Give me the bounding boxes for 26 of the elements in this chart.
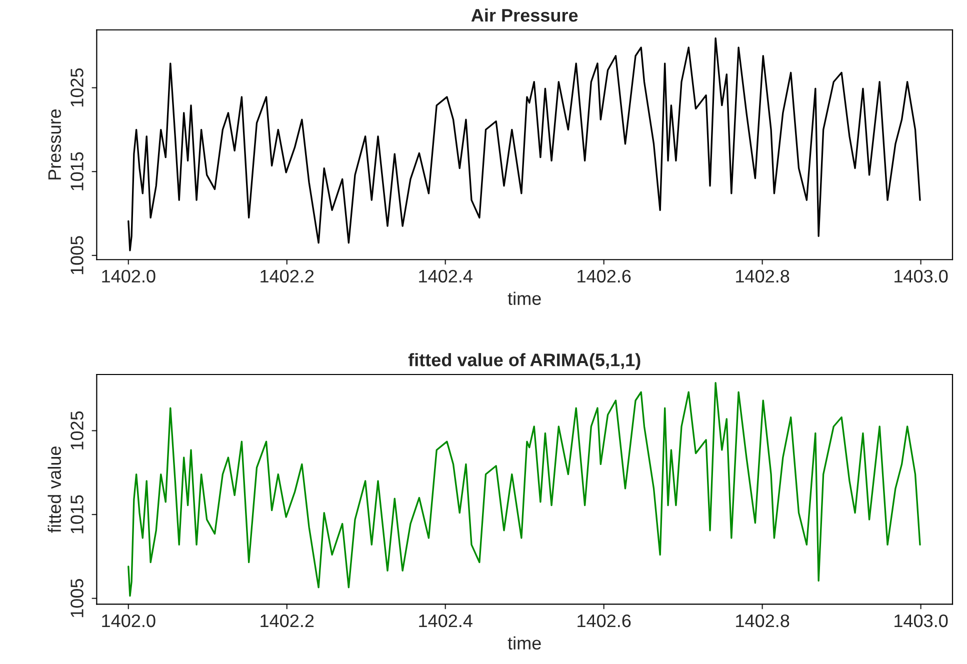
chart-title: fitted value of ARIMA(5,1,1) xyxy=(408,353,640,370)
y-tick-label: 1015 xyxy=(70,495,84,534)
line-series xyxy=(128,382,921,597)
y-tick-label: 1025 xyxy=(70,68,84,106)
x-tick-label: 1402.4 xyxy=(419,270,472,283)
x-tick-label: 1402.6 xyxy=(578,614,631,628)
chart-title: Air Pressure xyxy=(471,8,578,22)
y-tick-label: 1015 xyxy=(70,152,84,190)
y-axis-title: Pressure xyxy=(48,109,62,180)
x-axis-title: time xyxy=(508,636,541,650)
line-series xyxy=(128,37,921,252)
y-axis-title: fitted value xyxy=(48,446,62,533)
x-tick-label: 1402.0 xyxy=(102,614,156,628)
y-tick-label: 1025 xyxy=(70,411,84,450)
y-tick-label: 1005 xyxy=(70,579,84,618)
x-tick-label: 1402.8 xyxy=(736,614,790,628)
x-tick-label: 1402.4 xyxy=(419,614,472,628)
x-tick-label: 1402.6 xyxy=(578,270,631,283)
x-axis-title: time xyxy=(508,292,541,305)
x-tick-label: 1402.2 xyxy=(260,614,314,628)
x-tick-label: 1402.0 xyxy=(102,270,156,283)
x-tick-label: 1403.0 xyxy=(894,614,948,628)
y-tick-label: 1005 xyxy=(70,236,84,274)
x-tick-label: 1402.2 xyxy=(260,270,314,283)
x-tick-label: 1402.8 xyxy=(736,270,790,283)
x-tick-label: 1403.0 xyxy=(894,270,948,283)
